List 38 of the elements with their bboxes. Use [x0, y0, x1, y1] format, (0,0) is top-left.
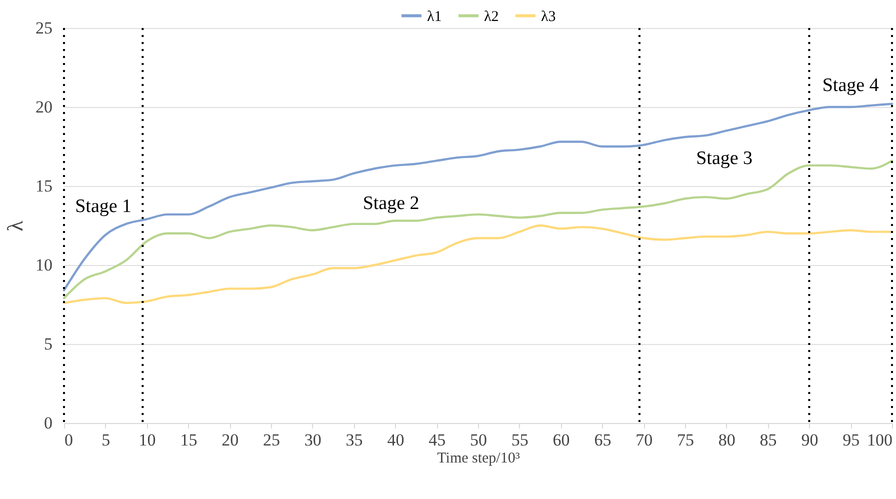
- x-tick-label: 30: [304, 430, 322, 450]
- x-tick-label: 60: [552, 430, 570, 450]
- annotation: Stage 2: [362, 193, 420, 214]
- x-tick-label: 35: [346, 430, 363, 450]
- x-tick-label: 55: [511, 430, 528, 450]
- x-tick-label: 10: [138, 430, 156, 450]
- x-tick-label: 65: [594, 430, 612, 450]
- y-axis-title: λ: [2, 220, 28, 232]
- legend-label: λ1: [427, 8, 442, 25]
- x-tick-label: 20: [222, 430, 239, 450]
- legend-label: λ2: [484, 8, 499, 25]
- y-tick-label: 25: [36, 18, 52, 38]
- x-tick-label: 0: [64, 430, 73, 450]
- x-axis-title: Time step/10³: [437, 450, 520, 466]
- x-tick-label: 80: [718, 430, 736, 450]
- y-tick-label: 15: [36, 176, 52, 196]
- annotation: Stage 3: [696, 148, 753, 169]
- y-tick-label: 0: [44, 414, 52, 432]
- x-tick-label: 90: [801, 430, 818, 450]
- y-tick-label: 20: [36, 98, 52, 116]
- annotation: Stage 1: [75, 196, 132, 217]
- line-series: [62, 224, 894, 304]
- x-tick-label: 70: [636, 430, 653, 450]
- y-tick-label: 10: [36, 256, 52, 274]
- x-tick-label: 75: [677, 430, 694, 450]
- x-tick-label: 95: [842, 430, 860, 450]
- y-tick-label: 5: [44, 334, 52, 354]
- annotation: Stage 4: [822, 75, 880, 96]
- x-tick-label: 5: [102, 430, 110, 450]
- x-tick-label: 50: [470, 430, 487, 450]
- line-series: [62, 102, 894, 292]
- x-tick-label: 45: [428, 430, 446, 450]
- x-tick-label: 40: [387, 430, 404, 450]
- x-tick-label: 15: [180, 430, 198, 450]
- legend-label: λ3: [541, 8, 556, 25]
- x-tick-label: 85: [760, 430, 777, 450]
- x-tick-label: 25: [263, 430, 280, 450]
- x-tick-label: 100: [867, 430, 892, 450]
